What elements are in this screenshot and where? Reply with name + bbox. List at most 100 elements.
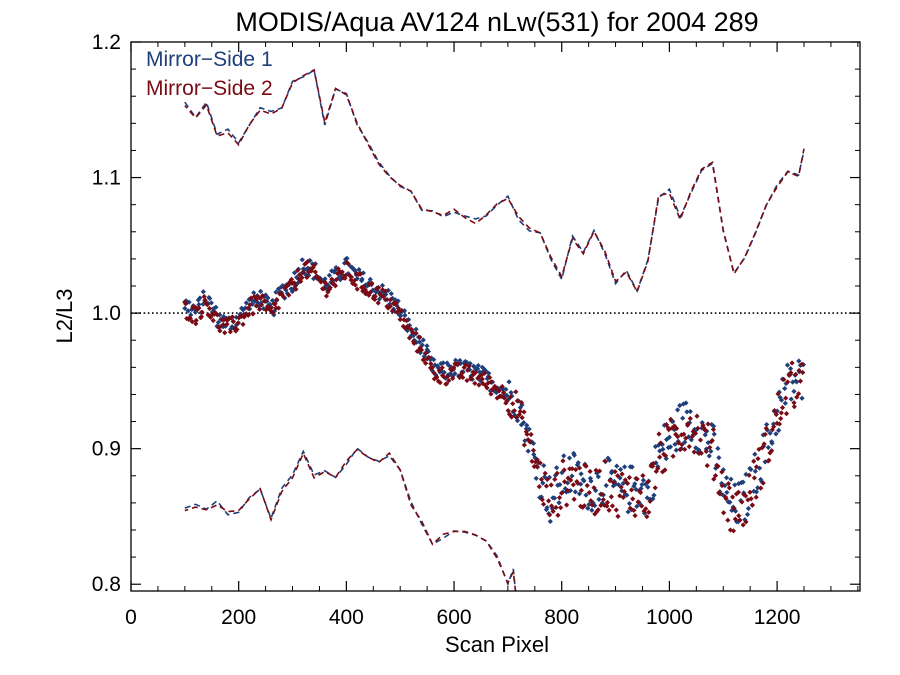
data-point [751,475,757,481]
data-point [383,288,389,294]
data-point [758,485,764,491]
data-point [522,438,528,444]
data-point [229,324,235,330]
data-point [322,276,328,282]
data-point [192,309,199,315]
data-point [295,267,301,274]
data-point [537,460,543,466]
data-point [379,282,386,289]
data-point [258,302,265,308]
data-point [296,276,302,282]
data-point [715,445,721,452]
data-point [269,310,276,316]
data-point [795,391,802,397]
data-point [668,416,674,422]
data-point [195,297,201,303]
data-point [532,459,539,465]
data-point [435,365,441,371]
data-point [359,284,365,291]
data-point [385,287,391,294]
data-point [656,442,662,448]
data-point [705,421,711,427]
data-point [546,474,553,480]
data-point [556,495,563,501]
data-point [263,307,269,313]
data-point [666,427,672,433]
data-point [524,431,530,437]
data-point [571,452,577,458]
data-point [555,512,561,518]
data-point [794,379,800,385]
data-point [731,505,737,511]
data-point [752,451,758,457]
data-point [366,281,373,287]
data-point [615,513,621,519]
data-point [596,496,602,502]
data-point [391,300,397,306]
data-point [468,375,474,381]
data-point [531,451,537,458]
data-point [372,293,378,300]
data-point [561,479,568,485]
data-point [527,439,533,445]
data-point [745,497,751,503]
data-point [357,271,364,277]
data-point [730,528,737,534]
data-point [732,482,738,488]
data-point [376,284,382,291]
data-point [677,402,683,409]
data-point [598,502,604,509]
data-point [549,503,555,509]
data-point [283,287,289,293]
data-point [487,374,493,381]
data-point [555,482,561,488]
data-point [619,488,625,494]
data-point [420,337,426,343]
data-point [601,502,608,508]
data-point [626,474,633,481]
data-point [352,277,358,284]
data-point [476,373,482,380]
data-point [641,508,647,514]
data-point [518,399,525,406]
data-point [280,294,287,300]
data-point [767,430,773,436]
data-point [771,407,778,414]
data-point [629,464,635,470]
data-point [530,447,537,453]
data-point [559,470,565,476]
data-point [299,257,305,263]
data-point [401,308,408,314]
data-point [343,272,349,278]
data-point [760,480,766,486]
data-point [725,517,731,523]
data-point [534,463,540,469]
data-point [645,484,651,490]
data-point [417,339,423,345]
data-point [776,421,783,427]
data-point [445,373,451,380]
data-point [735,489,742,495]
data-point [640,473,646,479]
data-point [729,494,736,500]
data-point [575,480,581,486]
data-point [755,485,761,491]
data-point [427,357,433,363]
data-point [720,467,726,473]
data-point [711,476,717,482]
data-point [755,456,761,462]
data-point [723,496,729,502]
data-point [529,458,535,464]
data-point [234,326,240,333]
data-point [759,479,765,485]
data-point [392,297,398,303]
data-point [565,475,571,481]
data-point [464,377,470,384]
data-point [282,284,288,290]
data-point [476,382,482,388]
data-point [387,303,393,309]
data-point [583,463,589,469]
data-point [411,340,417,346]
data-point [455,361,461,367]
data-point [524,422,530,428]
